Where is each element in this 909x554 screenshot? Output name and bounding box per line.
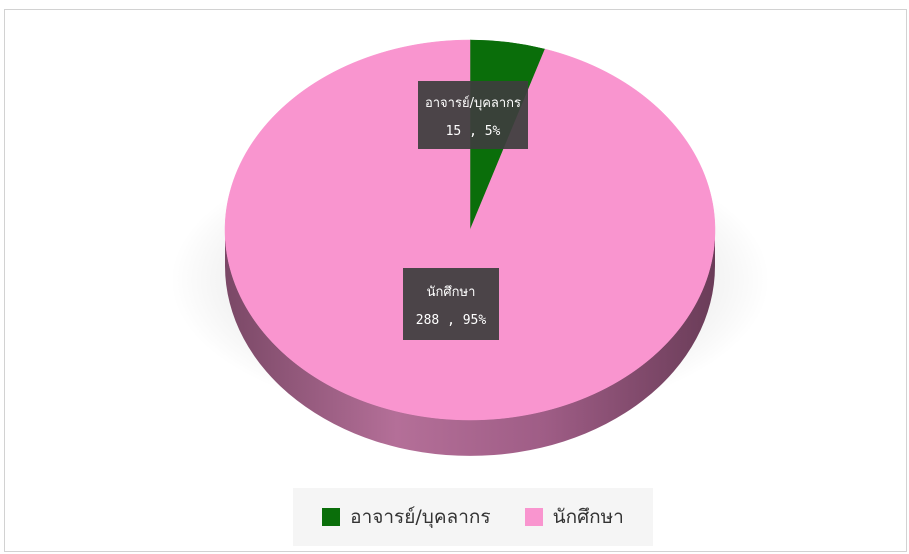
data-label-staff: อาจารย์/บุคลากร 15 , 5% (418, 81, 528, 149)
legend-label-students: นักศึกษา (552, 506, 624, 528)
chart-legend: อาจารย์/บุคลากร นักศึกษา (293, 488, 653, 546)
pie-slice-students (224, 39, 716, 421)
data-label-box-staff (418, 81, 528, 149)
data-label-name-students: นักศึกษา (427, 285, 476, 300)
data-label-students: นักศึกษา 288 , 95% (403, 268, 499, 340)
legend-label-staff: อาจารย์/บุคลากร (350, 506, 491, 528)
legend-swatch-staff (322, 508, 341, 526)
data-label-name-staff: อาจารย์/บุคลากร (425, 95, 521, 111)
pie-side-wall (225, 230, 715, 456)
legend-swatch-students (524, 508, 543, 526)
legend-item-students[interactable]: นักศึกษา (524, 502, 624, 532)
legend-item-staff[interactable]: อาจารย์/บุคลากร (322, 502, 491, 532)
data-label-value-students: 288 , 95% (416, 313, 487, 328)
data-label-box-students (403, 268, 499, 340)
data-label-value-staff: 15 , 5% (446, 124, 501, 139)
